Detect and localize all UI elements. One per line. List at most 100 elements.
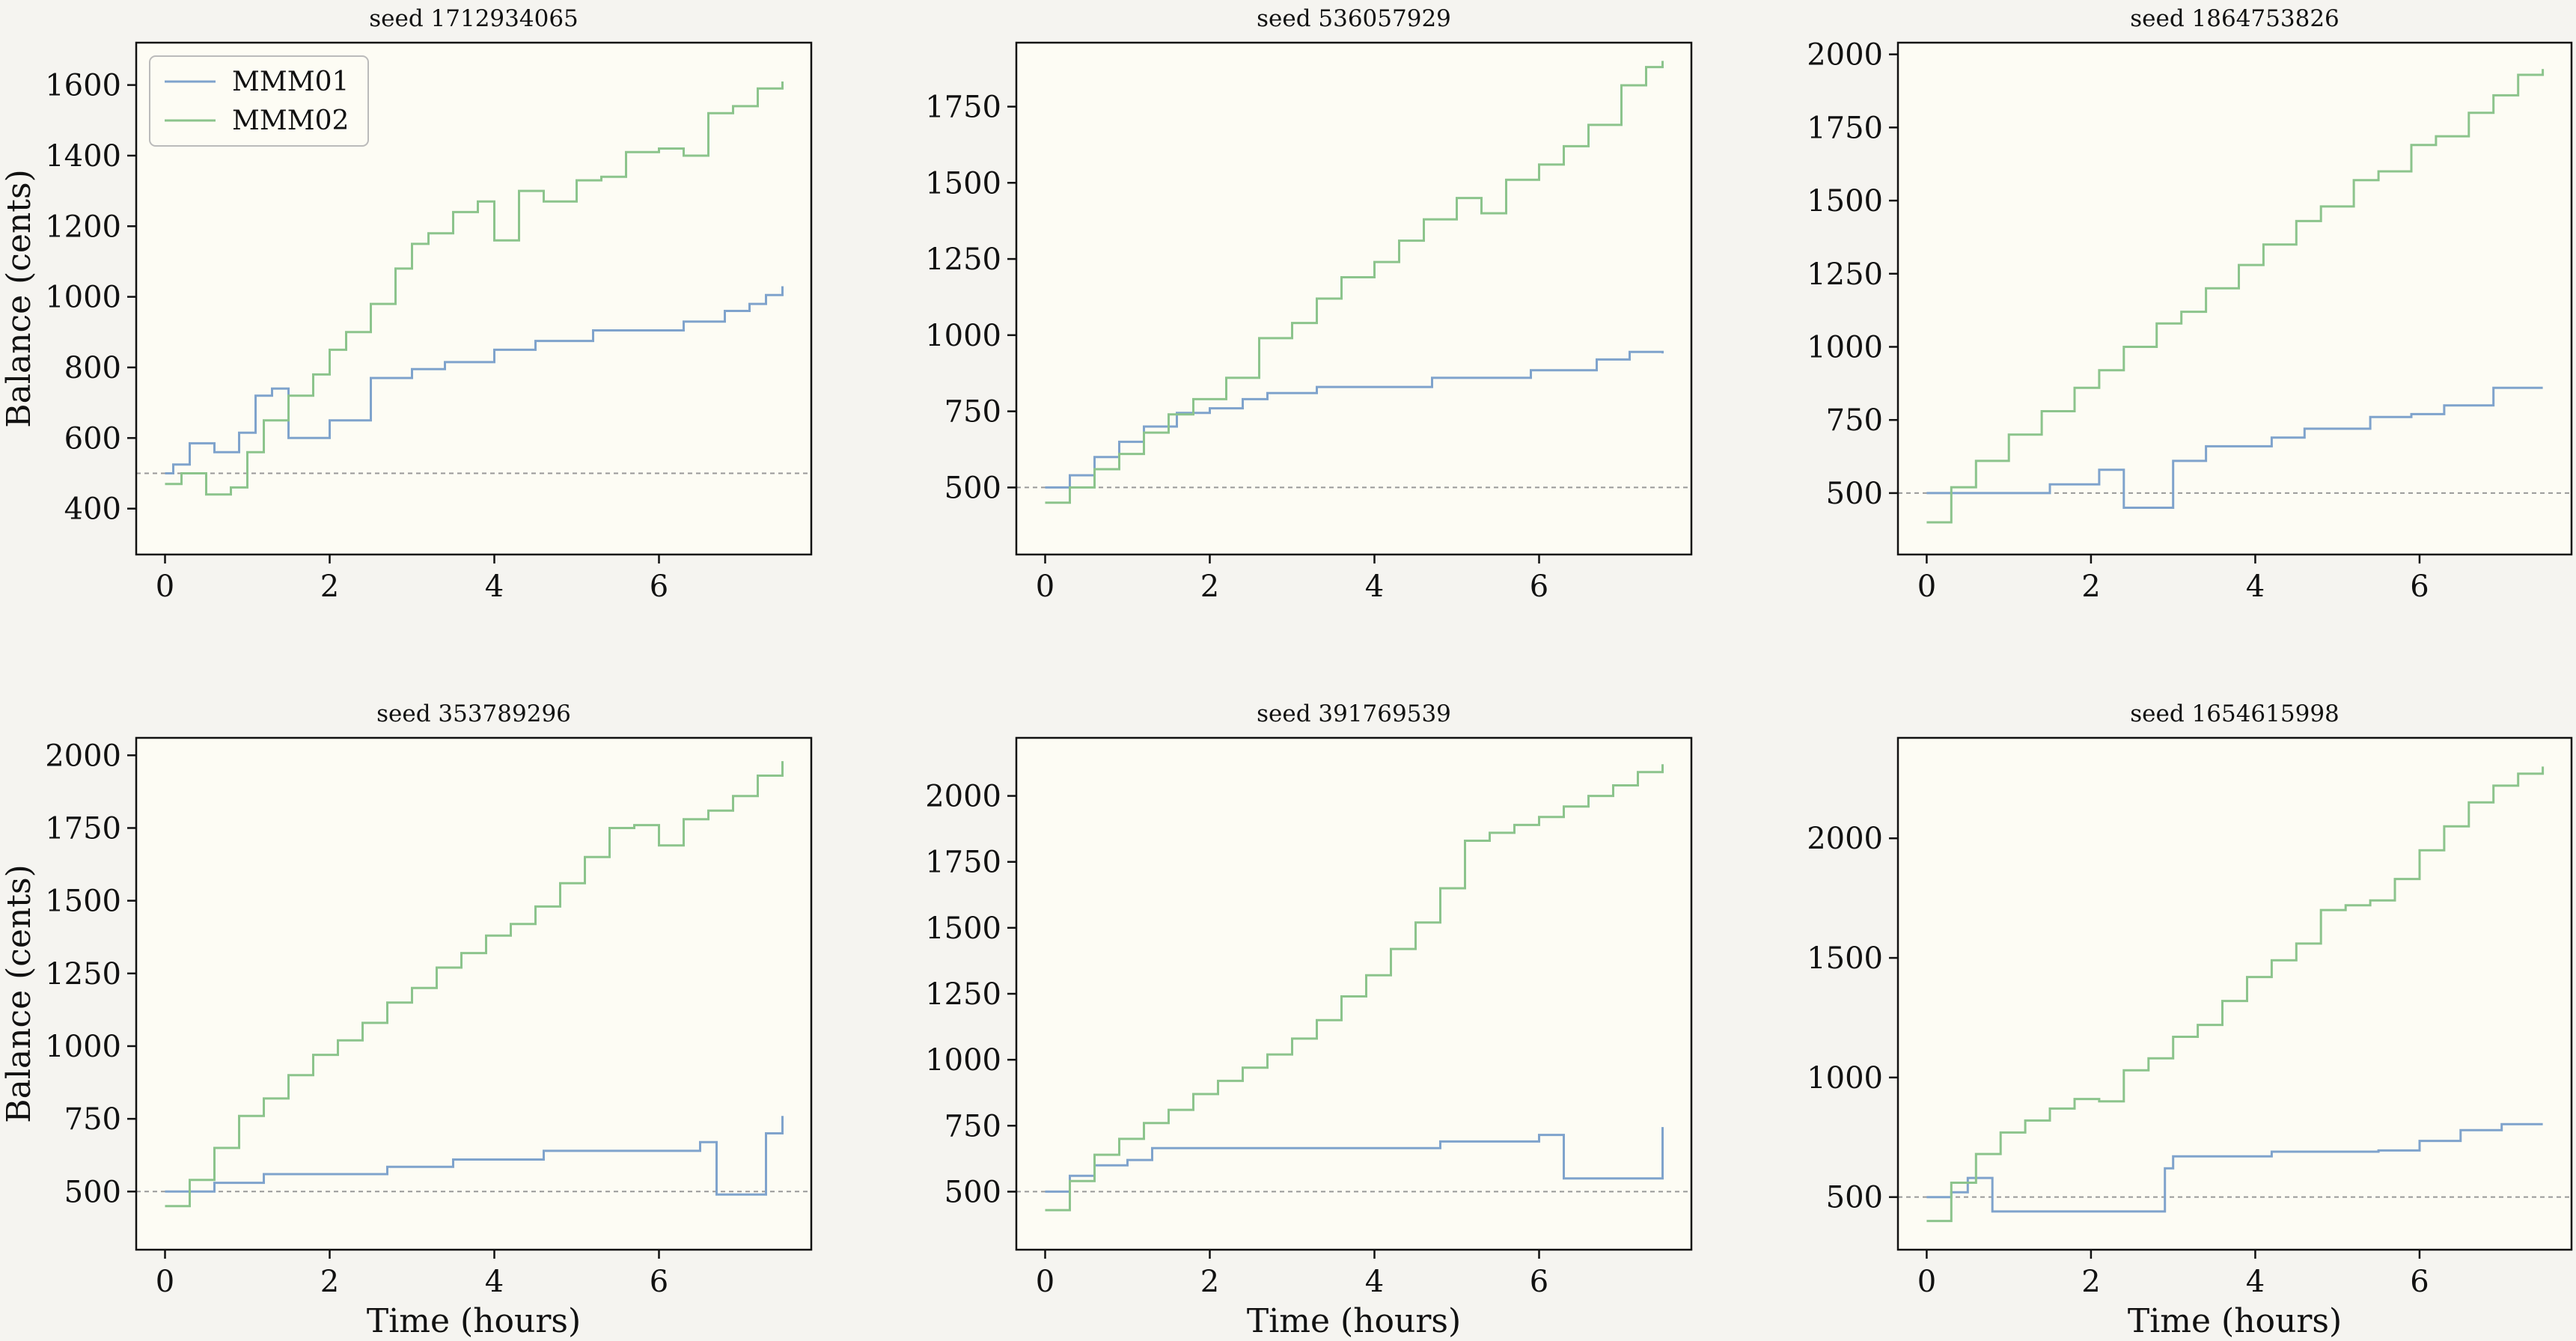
x-tick-label: 4 [1365, 569, 1384, 604]
y-tick-label: 1000 [45, 281, 121, 315]
y-tick-label: 750 [944, 395, 1001, 430]
series-mmm02-line [1045, 61, 1664, 504]
y-tick-label: 2000 [1807, 822, 1883, 856]
panel-2: 0 2 4 6 500 750 1000 1250 1500 1750 seed 536057929 [925, 5, 1693, 604]
axes-frame [1896, 41, 2573, 556]
x-tick-label: 2 [1200, 569, 1219, 604]
axes-frame [1015, 41, 1693, 556]
y-tick-label: 2000 [925, 780, 1001, 814]
x-tick-label: 4 [485, 1265, 504, 1299]
y-tick-label: 1500 [925, 166, 1001, 201]
y-axis-label: Balance (cents) [0, 169, 38, 428]
series-mmm01-line [165, 286, 784, 474]
y-tick-label: 400 [64, 492, 121, 527]
y-tick-label: 1250 [925, 977, 1001, 1012]
x-tick-label: 2 [320, 569, 339, 604]
y-tick-label: 1500 [1807, 941, 1883, 976]
y-tick-label: 1750 [925, 846, 1001, 880]
x-tick-label: 2 [2081, 569, 2100, 604]
x-tick-label: 0 [1917, 1265, 1936, 1299]
x-tick-label: 6 [650, 1265, 668, 1299]
y-tick-label: 1750 [1807, 111, 1883, 145]
x-tick-label: 0 [1036, 569, 1054, 604]
x-tick-label: 4 [1365, 1265, 1384, 1299]
plot-area [1016, 738, 1691, 1250]
panel-title: seed 391769539 [1257, 700, 1451, 727]
y-tick-label: 1500 [1807, 184, 1883, 219]
y-tick-label: 750 [64, 1102, 121, 1137]
legend: MMM01 MMM02 [149, 55, 369, 147]
y-axis-label: Balance (cents) [0, 864, 38, 1123]
x-tick-label: 2 [2081, 1265, 2100, 1299]
series-mmm01-line [165, 1116, 784, 1196]
plot-area [1898, 43, 2572, 555]
y-tick-label: 1250 [45, 957, 121, 992]
y-tick-label: 750 [944, 1109, 1001, 1143]
x-tick-label: 6 [2410, 569, 2429, 604]
x-tick-label: 0 [156, 569, 174, 604]
y-tick-label: 2000 [45, 739, 121, 773]
y-tick-label: 1750 [45, 811, 121, 846]
y-tick-label: 1500 [45, 885, 121, 919]
y-tick-label: 600 [64, 421, 121, 456]
axes-frame [1896, 736, 2573, 1251]
x-axis-label: Time (hours) [1247, 1302, 1461, 1340]
y-tick-label: 500 [944, 1175, 1001, 1209]
y-tick-label: 1000 [925, 1043, 1001, 1078]
series-mmm02-line [1926, 69, 2545, 524]
y-tick-label: 800 [64, 351, 121, 385]
plot-area [136, 738, 811, 1250]
x-tick-label: 6 [650, 569, 668, 604]
x-tick-label: 4 [2246, 569, 2265, 604]
y-tick-label: 500 [944, 471, 1001, 505]
x-tick-label: 0 [156, 1265, 174, 1299]
series-mmm01-line [1926, 386, 2543, 509]
series-mmm02-line [165, 81, 784, 496]
series-mmm01-line [1045, 1127, 1664, 1193]
axes-frame [135, 41, 813, 556]
y-tick-label: 1250 [925, 242, 1001, 277]
panel-title: seed 353789296 [376, 700, 571, 727]
x-tick-label: 6 [1530, 1265, 1548, 1299]
y-tick-label: 1250 [1807, 257, 1883, 292]
x-tick-label: 0 [1036, 1265, 1054, 1299]
y-tick-label: 1400 [45, 139, 121, 174]
x-axis-label: Time (hours) [2128, 1302, 2342, 1340]
plot-area [1898, 738, 2572, 1250]
y-tick-label: 1000 [925, 319, 1001, 353]
y-tick-label: 1600 [45, 69, 121, 103]
y-tick-label: 750 [1826, 403, 1883, 438]
panel-1: 0 2 4 6 400 600 800 1000 1200 1400 1600 seed 171293… [0, 5, 813, 604]
x-tick-label: 4 [2246, 1265, 2265, 1299]
legend-label-mmm02: MMM02 [232, 106, 349, 136]
y-tick-label: 1000 [45, 1030, 121, 1064]
panel-6: 0 2 4 6 500 1000 1500 2000 seed 1654615998 Time (… [1807, 700, 2573, 1340]
series-mmm02-line [1926, 766, 2545, 1223]
y-tick-label: 1750 [925, 91, 1001, 125]
x-tick-label: 0 [1917, 569, 1936, 604]
panel-title: seed 1712934065 [369, 5, 579, 32]
x-tick-label: 2 [320, 1265, 339, 1299]
y-tick-label: 500 [1826, 1181, 1883, 1215]
series-mmm02-line [165, 761, 784, 1208]
y-tick-label: 1000 [1807, 330, 1883, 364]
x-tick-label: 6 [1530, 569, 1548, 604]
x-tick-label: 4 [485, 569, 504, 604]
panel-title: seed 1864753826 [2130, 5, 2340, 32]
x-tick-label: 2 [1200, 1265, 1219, 1299]
series-mmm01-line [1045, 350, 1664, 489]
x-tick-label: 6 [2410, 1265, 2429, 1299]
axes-frame [135, 736, 813, 1251]
y-tick-label: 1000 [1807, 1061, 1883, 1096]
plot-area [1016, 43, 1691, 555]
y-tick-label: 500 [1826, 477, 1883, 511]
legend-box [149, 55, 369, 147]
panel-3: 0 2 4 6 500 750 1000 1250 1500 1750 2000 seed 18647… [1807, 5, 2573, 604]
y-tick-label: 1200 [45, 210, 121, 244]
x-axis-label: Time (hours) [367, 1302, 581, 1340]
panel-5: 0 2 4 6 500 750 1000 1250 1500 1750 2000 seed 39176… [925, 700, 1693, 1340]
panel-title: seed 1654615998 [2130, 700, 2340, 727]
y-tick-label: 2000 [1807, 38, 1883, 73]
legend-label-mmm01: MMM01 [232, 67, 349, 97]
